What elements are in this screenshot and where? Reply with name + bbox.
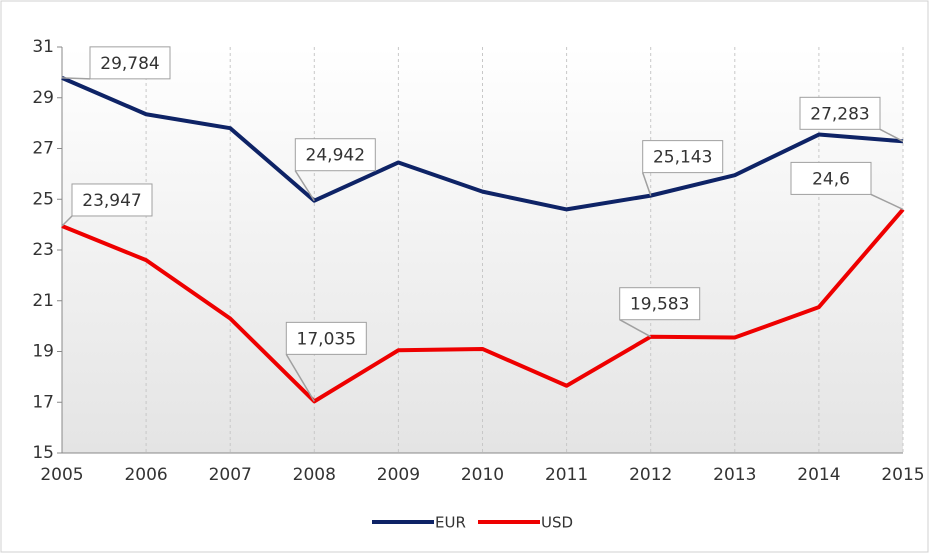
data-label: 24,6 (812, 169, 850, 189)
x-tick-label: 2015 (881, 465, 924, 485)
label-leader (61, 215, 73, 227)
y-tick-label: 19 (32, 342, 54, 362)
x-tick-label: 2007 (209, 465, 252, 485)
y-tick-label: 15 (32, 443, 54, 463)
x-tick-label: 2012 (629, 465, 672, 485)
label-box (642, 140, 724, 174)
label-box (89, 46, 171, 80)
y-tick-label: 25 (32, 189, 54, 209)
data-label: 17,035 (297, 329, 356, 349)
label-box (285, 321, 367, 355)
y-tick-label: 29 (32, 88, 54, 108)
data-label: 25,143 (653, 148, 712, 168)
x-tick-label: 2014 (797, 465, 840, 485)
x-tick-label: 2013 (713, 465, 756, 485)
label-leader (294, 170, 315, 202)
label-box (799, 96, 881, 130)
series-line (61, 76, 904, 212)
legend-label: USD (541, 514, 573, 532)
label-leader (285, 353, 315, 402)
x-tick-label: 2005 (40, 465, 83, 485)
label-box (619, 287, 701, 321)
label-leader (619, 319, 652, 338)
y-tick-label: 31 (32, 37, 54, 57)
x-tick-label: 2009 (377, 465, 420, 485)
x-tick-label: 2010 (461, 465, 504, 485)
label-leader (879, 128, 904, 142)
data-label: 27,283 (810, 104, 869, 124)
label-leader (641, 172, 652, 196)
y-tick-label: 27 (32, 139, 54, 159)
y-tick-label: 17 (32, 392, 54, 412)
x-tick-label: 2006 (124, 465, 167, 485)
series-line (61, 208, 905, 404)
data-label: 24,942 (306, 146, 365, 166)
y-tick-label: 21 (32, 291, 54, 311)
label-leader (870, 193, 904, 211)
label-box (71, 183, 153, 217)
label-leader (61, 77, 91, 80)
label-box (294, 138, 376, 172)
legend-label: EUR (435, 514, 466, 532)
data-label: 23,947 (82, 191, 141, 211)
y-tick-label: 23 (32, 240, 54, 260)
x-tick-label: 2008 (293, 465, 336, 485)
data-label: 29,784 (100, 54, 159, 74)
label-box (790, 161, 872, 195)
data-label: 19,583 (630, 295, 689, 315)
x-tick-label: 2011 (545, 465, 588, 485)
